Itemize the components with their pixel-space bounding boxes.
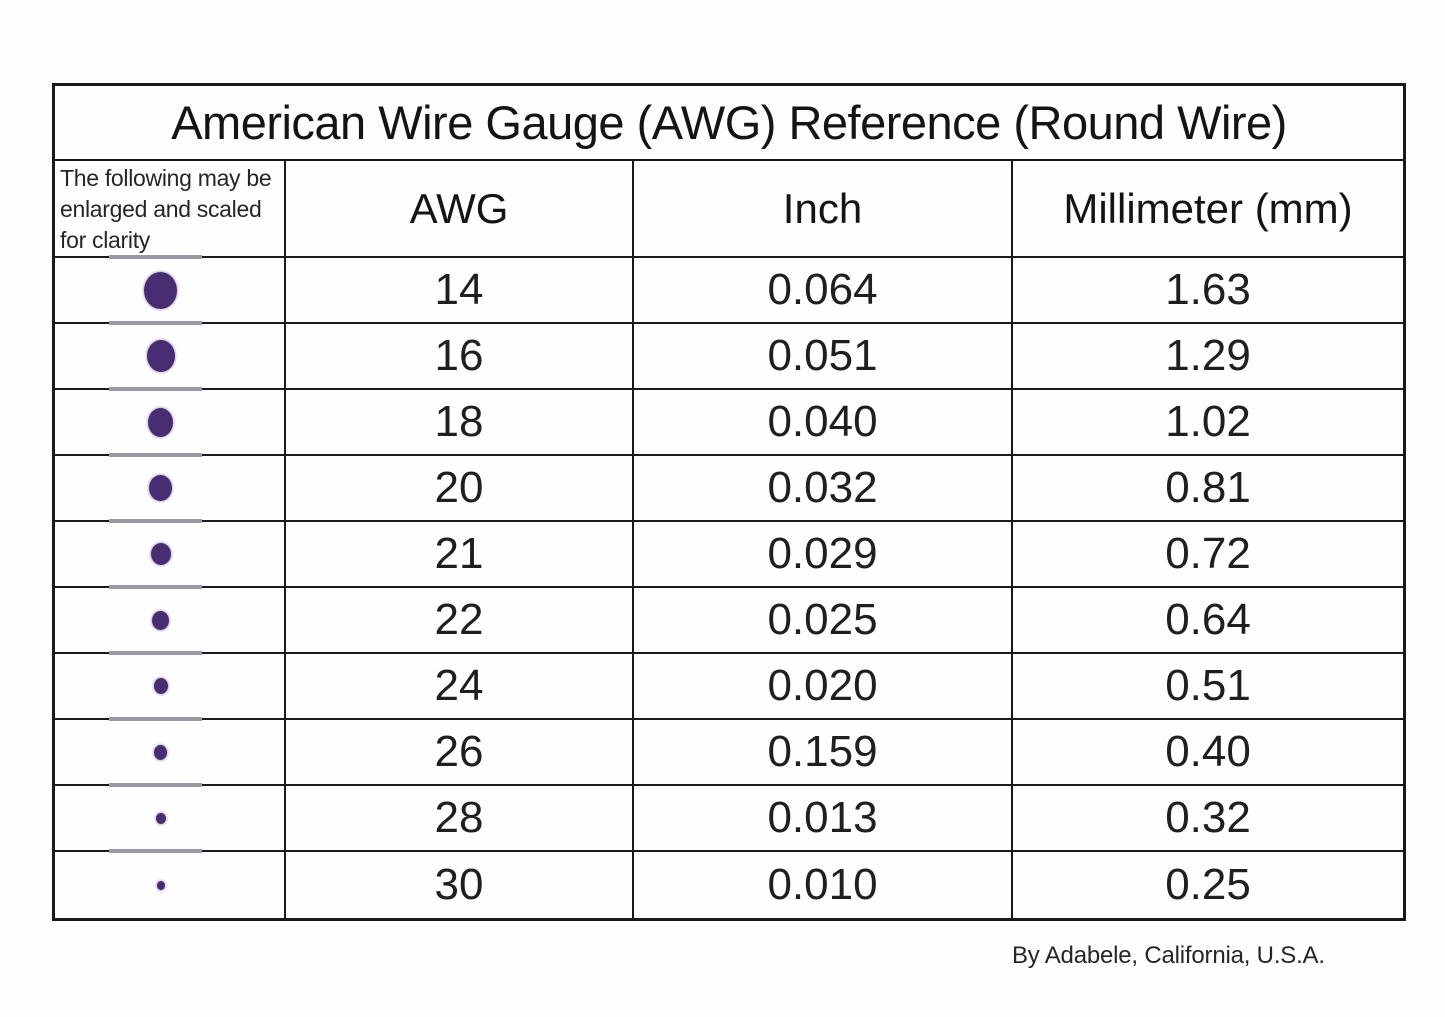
table-row-awg21: 21 0.029 0.72 <box>55 519 1404 588</box>
wire-gauge-dot <box>154 744 167 760</box>
awg-value: 28 <box>286 786 634 852</box>
header-row: The following may be enlarged and scaled… <box>55 161 1404 258</box>
awg-table: American Wire Gauge (AWG) Reference (Rou… <box>52 83 1407 921</box>
scale-mark <box>109 387 202 391</box>
table-row-awg18: 18 0.040 1.02 <box>55 387 1404 456</box>
inch-value: 0.025 <box>634 588 1013 654</box>
table-row-awg28: 28 0.013 0.32 <box>55 783 1404 852</box>
table-row-awg24: 24 0.020 0.51 <box>55 651 1404 720</box>
wire-size-cell <box>55 651 286 720</box>
wire-gauge-dot <box>148 407 173 437</box>
mm-value: 0.25 <box>1165 860 1251 909</box>
scale-mark <box>109 717 202 721</box>
table-row-awg26: 26 0.159 0.40 <box>55 717 1404 786</box>
awg-value: 14 <box>286 258 634 324</box>
scale-mark <box>109 849 202 853</box>
wire-size-cell <box>55 255 286 324</box>
wire-size-cell <box>55 321 286 390</box>
awg-value: 18 <box>286 390 634 456</box>
inch-value: 0.159 <box>634 720 1013 786</box>
inch-value: 0.051 <box>634 324 1013 390</box>
wire-gauge-dot <box>152 610 169 630</box>
wire-gauge-dot <box>146 340 175 372</box>
page-title: American Wire Gauge (AWG) Reference (Rou… <box>55 86 1404 161</box>
mm-value: 0.51 <box>1013 654 1404 720</box>
mm-value: 0.32 <box>1013 786 1404 852</box>
column-header-awg: AWG <box>286 161 634 258</box>
wire-gauge-dot <box>144 271 177 309</box>
wire-gauge-dot <box>153 678 168 694</box>
inch-value: 0.013 <box>634 786 1013 852</box>
wire-gauge-dot <box>156 880 165 890</box>
mm-value: 0.72 <box>1013 522 1404 588</box>
inch-value: 0.020 <box>634 654 1013 720</box>
wire-size-cell <box>55 585 286 654</box>
mm-value: 1.29 <box>1013 324 1404 390</box>
scale-mark <box>109 585 202 589</box>
table-row-awg22: 22 0.025 0.64 <box>55 585 1404 654</box>
inch-value: 0.064 <box>634 258 1013 324</box>
scale-mark <box>109 321 202 325</box>
scale-mark <box>109 651 202 655</box>
wire-size-cell <box>55 387 286 456</box>
awg-value: 26 <box>286 720 634 786</box>
mm-value: 1.63 <box>1013 258 1404 324</box>
note-enlarged-scaled: The following may be enlarged and scaled… <box>55 161 286 258</box>
wire-size-cell <box>55 519 286 588</box>
credit-line: By Adabele, California, U.S.A. <box>1012 942 1325 969</box>
awg-value: 30 <box>286 852 634 918</box>
mm-value: 0.40 <box>1013 720 1404 786</box>
inch-value: 0.010 <box>634 852 1013 918</box>
table-row-awg20: 20 0.032 0.81 <box>55 453 1404 522</box>
awg-value: 24 <box>286 654 634 720</box>
awg-value: 20 <box>286 456 634 522</box>
column-header-mm: Millimeter (mm) <box>1013 161 1404 258</box>
awg-value: 21 <box>286 522 634 588</box>
wire-gauge-dot <box>155 812 166 824</box>
title-row: American Wire Gauge (AWG) Reference (Rou… <box>55 86 1404 161</box>
mm-value: 0.64 <box>1013 588 1404 654</box>
inch-value: 0.032 <box>634 456 1013 522</box>
inch-value: 0.029 <box>634 522 1013 588</box>
wire-gauge-dot <box>149 475 172 501</box>
wire-size-cell <box>55 717 286 786</box>
table-row-awg30: 30 0.010 0.25 <box>55 849 1403 918</box>
wire-gauge-dot <box>150 543 171 565</box>
mm-value: 1.02 <box>1013 390 1404 456</box>
column-header-inch: Inch <box>634 161 1013 258</box>
scale-mark <box>109 519 202 523</box>
table-row-awg16: 16 0.051 1.29 <box>55 321 1404 390</box>
wire-size-cell <box>55 783 286 852</box>
awg-value: 22 <box>286 588 634 654</box>
inch-value: 0.040 <box>634 390 1013 456</box>
scale-mark <box>109 783 202 787</box>
mm-value: 0.81 <box>1013 456 1404 522</box>
awg-value: 16 <box>286 324 634 390</box>
wire-size-cell <box>55 849 286 918</box>
scale-mark <box>109 255 202 259</box>
table-row-awg14: 14 0.064 1.63 <box>55 255 1404 324</box>
scale-mark <box>109 453 202 457</box>
wire-size-cell <box>55 453 286 522</box>
